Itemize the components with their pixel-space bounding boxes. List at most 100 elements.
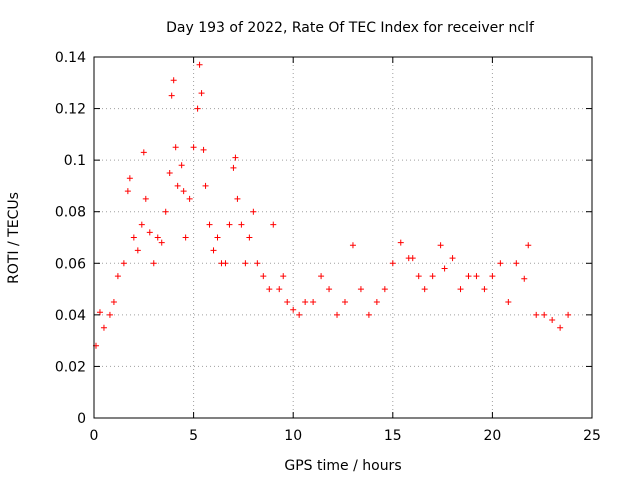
data-point — [222, 260, 229, 267]
data-point — [397, 239, 404, 246]
data-point — [210, 247, 217, 254]
x-tick-label: 5 — [189, 428, 198, 444]
data-point — [310, 298, 317, 305]
plot-frame — [93, 56, 593, 419]
data-point — [318, 273, 325, 280]
data-point — [290, 306, 297, 313]
data-point — [489, 273, 496, 280]
data-point — [465, 273, 472, 280]
data-point — [525, 242, 532, 249]
data-point — [234, 195, 241, 202]
data-point — [533, 311, 540, 318]
data-point — [206, 221, 213, 228]
data-point — [270, 221, 277, 228]
data-point — [326, 286, 333, 293]
data-point — [196, 61, 203, 68]
data-point — [110, 298, 117, 305]
data-point — [162, 208, 169, 215]
data-point — [190, 144, 197, 151]
data-point — [513, 260, 520, 267]
y-axis-label: ROTI / TECUs — [6, 192, 22, 284]
data-point — [266, 286, 273, 293]
data-point — [521, 275, 528, 282]
data-point — [200, 146, 207, 153]
x-tick-label: 0 — [90, 428, 99, 444]
data-point — [124, 188, 131, 195]
data-point — [150, 260, 157, 267]
data-point — [429, 273, 436, 280]
data-point — [565, 311, 572, 318]
data-point — [182, 234, 189, 241]
data-point — [214, 234, 221, 241]
data-point — [457, 286, 464, 293]
data-point — [154, 234, 161, 241]
data-point — [142, 195, 149, 202]
data-point — [389, 260, 396, 267]
data-point — [365, 311, 372, 318]
y-tick-label: 0.02 — [55, 359, 86, 375]
data-point — [238, 221, 245, 228]
data-point — [174, 182, 181, 189]
data-point — [341, 298, 348, 305]
data-point — [357, 286, 364, 293]
data-point — [549, 317, 556, 324]
data-point — [178, 162, 185, 169]
data-point — [158, 239, 165, 246]
data-point — [242, 260, 249, 267]
grid-lines — [94, 57, 592, 418]
data-point — [96, 309, 103, 316]
data-point — [505, 298, 512, 305]
y-tick-label: 0.04 — [55, 308, 86, 324]
data-point — [349, 242, 356, 249]
data-point — [146, 229, 153, 236]
data-point — [130, 234, 137, 241]
chart-title: Day 193 of 2022, Rate Of TEC Index for r… — [166, 20, 535, 36]
data-point — [250, 208, 257, 215]
data-point — [138, 221, 145, 228]
data-point — [140, 149, 147, 156]
data-point — [415, 273, 422, 280]
data-point — [381, 286, 388, 293]
y-tick-label: 0.14 — [55, 50, 86, 66]
y-tick-label: 0 — [77, 411, 86, 427]
x-tick-label: 20 — [483, 428, 501, 444]
x-ticks: 0 5 10 15 20 25 — [90, 57, 601, 444]
data-point — [114, 273, 121, 280]
data-point — [541, 311, 548, 318]
data-point — [421, 286, 428, 293]
data-point — [334, 311, 341, 318]
data-point — [557, 324, 564, 331]
data-point — [126, 175, 133, 182]
data-point — [449, 255, 456, 262]
data-point — [186, 195, 193, 202]
y-tick-label: 0.12 — [55, 102, 86, 118]
data-point — [481, 286, 488, 293]
x-tick-label: 10 — [284, 428, 302, 444]
x-tick-label: 25 — [583, 428, 601, 444]
data-point — [202, 182, 209, 189]
data-point — [437, 242, 444, 249]
data-point — [302, 298, 309, 305]
data-point — [194, 105, 201, 112]
data-point — [180, 188, 187, 195]
data-point — [120, 260, 127, 267]
data-point — [168, 92, 175, 99]
data-point — [254, 260, 261, 267]
data-point — [260, 273, 267, 280]
data-point — [373, 298, 380, 305]
data-point — [172, 144, 179, 151]
data-point — [473, 273, 480, 280]
data-point — [284, 298, 291, 305]
x-tick-label: 15 — [384, 428, 402, 444]
data-point — [280, 273, 287, 280]
data-point — [166, 170, 173, 177]
y-ticks: 0 0.02 0.04 0.06 0.08 0.1 0.12 0.14 — [55, 50, 592, 427]
data-point — [230, 164, 237, 171]
points-layer — [92, 61, 572, 349]
data-point — [100, 324, 107, 331]
data-point — [106, 311, 113, 318]
data-point — [276, 286, 283, 293]
data-point — [232, 154, 239, 161]
data-point — [497, 260, 504, 267]
y-tick-label: 0.06 — [55, 256, 86, 272]
